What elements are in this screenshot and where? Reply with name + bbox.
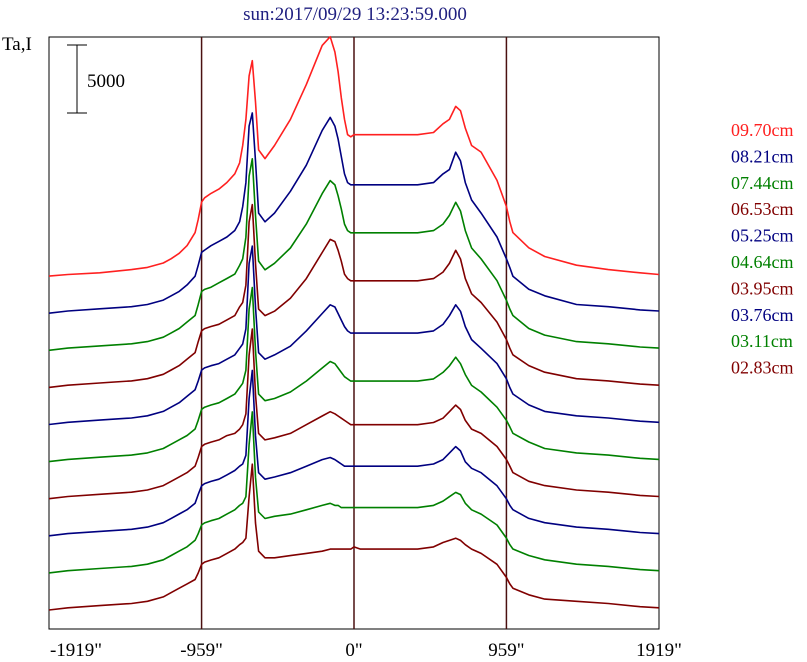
x-tick-label: -959"	[180, 640, 223, 661]
legend-entry: 05.25cm	[731, 226, 794, 246]
legend-entry: 04.64cm	[731, 252, 794, 272]
legend-entry: 07.44cm	[731, 173, 794, 193]
series-line-8	[48, 369, 660, 537]
series-line-7	[48, 328, 660, 500]
series-line-1	[48, 35, 660, 277]
chart-title: sun:2017/09/29 13:23:59.000	[243, 4, 467, 25]
series-line-2	[48, 112, 660, 314]
legend-entry: 09.70cm	[731, 120, 794, 140]
series-line-5	[48, 245, 660, 426]
series-line-9	[48, 411, 660, 574]
series-line-10	[48, 463, 660, 611]
series-line-3	[48, 158, 660, 352]
x-tick-label: 1919"	[636, 640, 682, 661]
legend-entry: 02.83cm	[731, 358, 794, 378]
scale-bar-label: 5000	[87, 71, 125, 92]
scale-bar: 5000	[67, 44, 125, 114]
x-tick-label: 959"	[488, 640, 524, 661]
legend-entry: 03.11cm	[731, 331, 793, 351]
x-tick-label: -1919"	[50, 640, 102, 661]
legend-entry: 03.76cm	[731, 305, 794, 325]
legend-entry: 08.21cm	[731, 146, 794, 166]
legend-entry: 06.53cm	[731, 199, 794, 219]
x-tick-label: 0"	[345, 640, 362, 661]
y-axis-label: Ta,I	[2, 34, 32, 55]
legend-entry: 03.95cm	[731, 278, 794, 298]
series-line-6	[48, 286, 660, 463]
series-line-4	[48, 203, 660, 389]
